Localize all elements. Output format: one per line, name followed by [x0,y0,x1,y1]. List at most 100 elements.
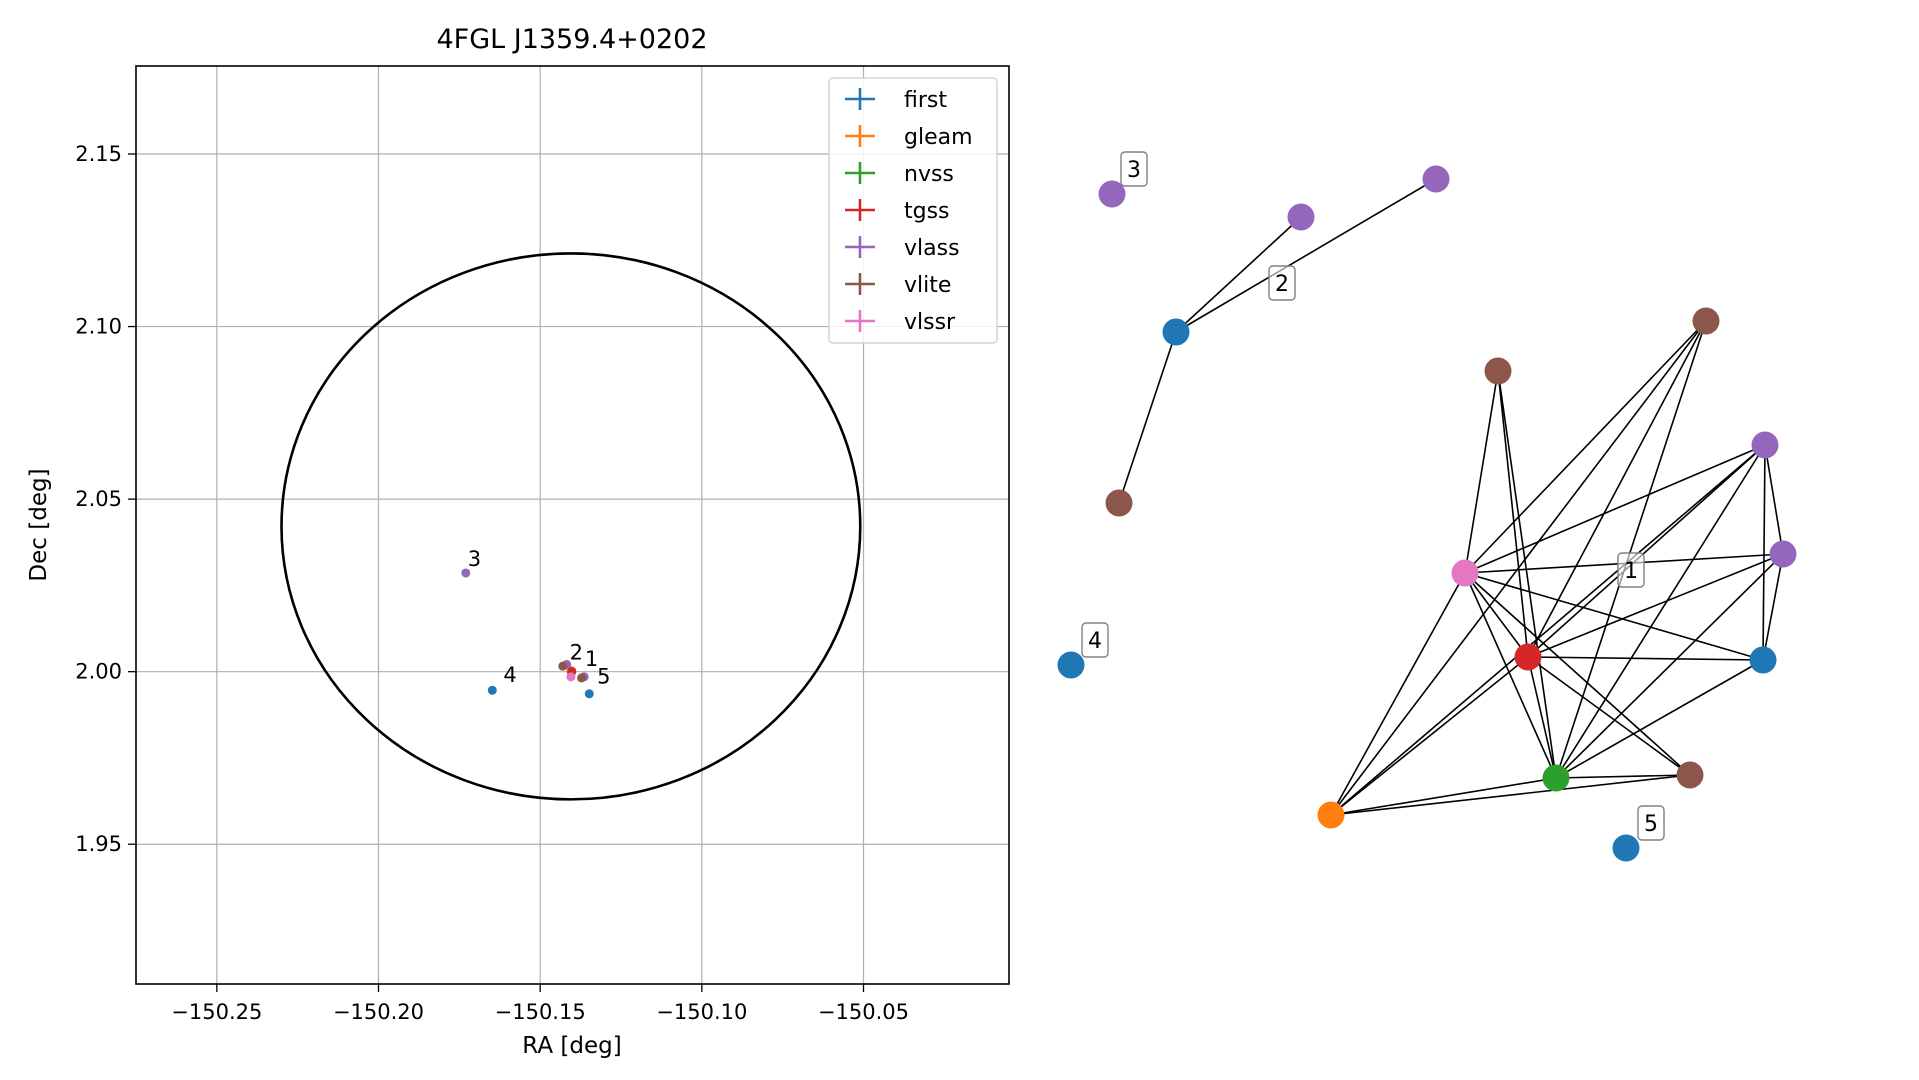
network-node [1105,489,1133,517]
x-tick-label: −150.10 [656,1000,747,1024]
network-label-box [1637,805,1665,841]
network-edge [1330,444,1766,816]
x-axis-label: RA [deg] [522,1033,621,1059]
localization-ellipse [280,252,862,801]
network-node [1057,651,1085,679]
network-edge [1527,656,1764,661]
y-tick-label: 2.00 [75,660,122,684]
network-label-box [1081,622,1109,658]
network-labels: 1 2 3 4 5 [1081,151,1665,841]
network-edge [1527,553,1784,658]
network-edge [1464,320,1707,574]
network-edge [1330,320,1707,816]
network-node [1484,357,1512,385]
network-edge [1175,216,1302,333]
network-edge [1464,572,1557,779]
y-tick-label: 1.95 [75,832,122,856]
x-tick-label: −150.15 [495,1000,586,1024]
source-annotation: 5 [597,664,610,688]
legend-entry-first: first [845,88,947,113]
network-node [1769,540,1797,568]
x-axis-ticks: −150.25 −150.20 −150.15 −150.10 −150.05 [171,984,909,1024]
y-axis-label: Dec [deg] [26,468,52,581]
network-edge [1762,553,1784,661]
network-label-text: 1 [1624,559,1638,584]
source-point-vlass [461,568,471,578]
network-edges [1118,178,1784,816]
legend-entry-vlass: vlass [845,236,960,261]
x-tick-label: −150.20 [333,1000,424,1024]
network-edge [1527,444,1766,658]
source-point-vlite [577,673,587,683]
y-tick-label: 2.15 [75,142,122,166]
network-edge [1527,656,1691,776]
source-point-vlite [558,661,568,671]
network-edge [1527,656,1557,779]
network-edge [1764,444,1784,555]
network-node [1287,203,1315,231]
legend-label: first [904,88,947,113]
network-edge [1464,572,1691,776]
network-node [1317,801,1345,829]
x-tick-label: −150.25 [171,1000,262,1024]
source-point-first [487,685,497,695]
source-point-vlssr [566,672,576,682]
y-tick-label: 2.05 [75,487,122,511]
network-label: 1 [1617,552,1645,588]
network-edge [1464,444,1766,574]
network-edge [1497,370,1529,658]
network-edge [1330,777,1557,816]
source-annotation: 4 [503,663,516,687]
localization-ellipse-layer [280,252,862,801]
legend-label: gleam [904,125,973,150]
network-label-box [1120,151,1148,187]
network-edge [1464,572,1529,658]
legend-entry-vlssr: vlssr [845,310,956,335]
network-node [1422,165,1450,193]
network-node [1751,431,1779,459]
y-tick-label: 2.10 [75,315,122,339]
network-nodes [1057,165,1797,862]
network-node [1676,761,1704,789]
legend-entry-tgss: tgss [845,199,950,224]
network-label-text: 5 [1644,812,1658,837]
network-edge [1555,659,1764,779]
source-annotations: 12 3 4 5 [468,547,611,688]
source-annotation: 3 [468,547,481,571]
network-edge [1555,320,1707,779]
legend-label: vlssr [904,310,956,335]
y-axis-ticks: 1.95 2.00 2.05 2.10 2.15 [75,142,136,856]
source-points [461,568,594,699]
network-edge [1175,178,1437,333]
network-edge [1527,320,1707,658]
network-label: 2 [1268,265,1296,301]
chart-title: 4FGL J1359.4+0202 [436,24,707,55]
network-edge [1118,331,1177,504]
axes-frame [135,65,1010,985]
source-point-first [584,689,594,699]
network-node [1542,764,1570,792]
network-label-text: 4 [1088,629,1102,654]
legend-label: vlass [904,236,960,261]
network-edge [1555,444,1766,779]
legend-label: nvss [904,162,954,187]
network-edge [1555,774,1691,779]
network-node [1162,318,1190,346]
network-edge [1464,370,1499,574]
network-label: 3 [1120,151,1148,187]
network-edge [1555,553,1784,779]
network-node [1451,559,1479,587]
source-annotation: 1 [585,647,598,671]
legend-entries: first gleam nvss tgss vlass vlite vlssr [845,88,973,335]
network-node [1098,180,1126,208]
x-tick-label: −150.05 [818,1000,909,1024]
network-node [1612,834,1640,862]
network-edge [1330,572,1466,816]
legend-entry-vlite: vlite [845,273,951,298]
network-label-text: 2 [1275,272,1289,297]
network-edge [1464,572,1764,661]
network-edge [1497,370,1557,779]
network-node [1514,643,1542,671]
